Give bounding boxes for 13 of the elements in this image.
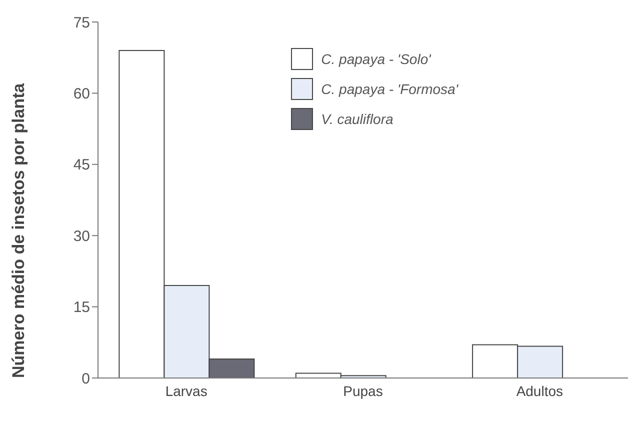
legend-label: C. papaya - 'Solo'	[321, 51, 431, 67]
y-tick-label: 60	[73, 86, 90, 103]
y-tick-label: 45	[73, 156, 90, 174]
y-tick-label: 30	[73, 228, 90, 245]
legend-label: V. cauliflora	[321, 111, 394, 127]
x-tick-label: Pupas	[343, 382, 383, 399]
legend-label: C. papaya - 'Formosa'	[321, 81, 458, 97]
y-axis-title: Número médio de insetos por planta	[9, 82, 28, 378]
y-tick-label: 75	[73, 14, 90, 32]
x-tick-label: Adultos	[516, 382, 564, 399]
x-tick-label: Larvas	[165, 382, 208, 399]
y-tick-label: 0	[82, 370, 90, 388]
y-tick-label: 15	[73, 299, 90, 316]
